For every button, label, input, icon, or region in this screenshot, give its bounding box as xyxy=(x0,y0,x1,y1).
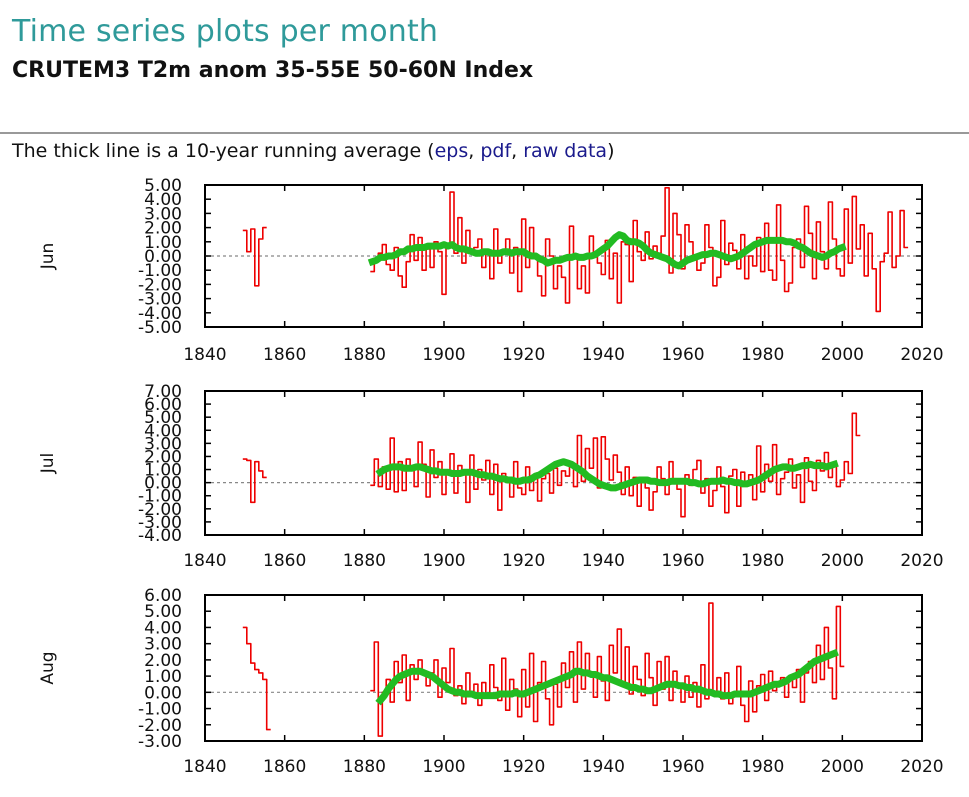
x-tick-label: 2000 xyxy=(821,757,864,777)
x-tick-label: 1960 xyxy=(661,345,704,365)
x-tick-label: 2020 xyxy=(900,551,943,571)
x-tick-label: 1920 xyxy=(502,551,545,571)
y-tick-label: 0.00 xyxy=(144,474,182,494)
y-tick-label: -2.00 xyxy=(138,275,182,295)
y-tick-label: -5.00 xyxy=(138,318,182,338)
series-line-running-average xyxy=(375,648,839,706)
y-tick-label: -4.00 xyxy=(138,304,182,324)
x-tick-label: 1960 xyxy=(661,551,704,571)
x-tick-label: 1980 xyxy=(741,345,784,365)
y-tick-label: 1.00 xyxy=(144,233,182,253)
x-tick-label: 2000 xyxy=(821,551,864,571)
caption-separator: , xyxy=(468,140,481,162)
y-axis-label: Jul xyxy=(38,453,58,475)
series-line-running-average xyxy=(367,231,847,270)
x-tick-label: 1880 xyxy=(343,551,386,571)
y-tick-label: -1.00 xyxy=(138,261,182,281)
y-tick-label: 2.00 xyxy=(144,651,182,671)
y-tick-label: 1.00 xyxy=(144,667,182,687)
y-tick-label: 5.00 xyxy=(144,408,182,428)
y-tick-label: 7.00 xyxy=(144,382,182,402)
series-line-monthly xyxy=(242,626,271,731)
x-tick-label: 1860 xyxy=(263,551,306,571)
caption: The thick line is a 10-year running aver… xyxy=(12,140,615,162)
pdf-link[interactable]: pdf xyxy=(480,140,512,162)
caption-prefix: The thick line is a 10-year running aver… xyxy=(12,140,435,162)
y-tick-label: 3.00 xyxy=(144,204,182,224)
x-tick-label: 2020 xyxy=(900,345,943,365)
series-line-monthly xyxy=(370,602,845,737)
y-tick-label: 3.00 xyxy=(144,434,182,454)
y-tick-label: 4.00 xyxy=(144,190,182,210)
x-tick-label: 1980 xyxy=(741,757,784,777)
x-tick-label: 1960 xyxy=(661,757,704,777)
y-axis-label: Jun xyxy=(38,243,58,271)
y-tick-label: 2.00 xyxy=(144,447,182,467)
x-tick-label: 1940 xyxy=(582,551,625,571)
y-tick-label: 0.00 xyxy=(144,247,182,267)
page-title: Time series plots per month xyxy=(12,14,439,49)
x-tick-label: 1940 xyxy=(582,757,625,777)
plot-frame xyxy=(204,594,923,742)
y-tick-label: 3.00 xyxy=(144,635,182,655)
x-tick-label: 1840 xyxy=(183,757,226,777)
series-line-monthly xyxy=(370,187,909,313)
chart-aug: 1840 1860 1880 1900 1920 1940 1960 1980 2000 2020… xyxy=(38,586,944,777)
y-tick-label: 4.00 xyxy=(144,421,182,441)
y-tick-label: -1.00 xyxy=(138,700,182,720)
chart-jun: 1840 1860 1880 1900 1920 1940 1960 1980 2000 2020… xyxy=(38,176,944,365)
plot-frame xyxy=(204,390,923,536)
x-tick-label: 1860 xyxy=(263,757,306,777)
y-tick-label: 1.00 xyxy=(144,461,182,481)
x-tick-label: 1920 xyxy=(502,757,545,777)
series-line-monthly xyxy=(242,226,267,287)
y-tick-label: 4.00 xyxy=(144,618,182,638)
y-tick-label: -1.00 xyxy=(138,487,182,507)
y-tick-label: 2.00 xyxy=(144,219,182,239)
y-axis-label: Aug xyxy=(38,651,58,684)
x-tick-label: 1900 xyxy=(422,757,465,777)
x-tick-label: 1980 xyxy=(741,551,784,571)
page-subtitle: CRUTEM3 T2m anom 35-55E 50-60N Index xyxy=(12,58,534,83)
x-tick-label: 2020 xyxy=(900,757,943,777)
x-tick-label: 1840 xyxy=(183,551,226,571)
x-tick-label: 2000 xyxy=(821,345,864,365)
y-tick-label: -3.00 xyxy=(138,513,182,533)
divider xyxy=(0,132,969,134)
series-line-monthly xyxy=(242,458,267,504)
x-tick-label: 1900 xyxy=(422,345,465,365)
x-tick-label: 1920 xyxy=(502,345,545,365)
raw-data-link[interactable]: raw data xyxy=(523,140,608,162)
y-tick-label: -3.00 xyxy=(138,290,182,310)
eps-link[interactable]: eps xyxy=(434,140,469,162)
x-tick-label: 1860 xyxy=(263,345,306,365)
x-tick-label: 1880 xyxy=(343,757,386,777)
caption-separator: , xyxy=(511,140,524,162)
y-tick-label: -2.00 xyxy=(138,500,182,520)
y-tick-label: 6.00 xyxy=(144,586,182,606)
y-tick-label: 6.00 xyxy=(144,395,182,415)
y-tick-label: -4.00 xyxy=(138,526,182,546)
y-tick-label: 0.00 xyxy=(144,683,182,703)
y-tick-label: -3.00 xyxy=(138,732,182,752)
x-tick-label: 1880 xyxy=(343,345,386,365)
series-line-monthly xyxy=(370,412,861,518)
y-tick-label: 5.00 xyxy=(144,176,182,196)
chart-jul: 1840 1860 1880 1900 1920 1940 1960 1980 2000 2020… xyxy=(38,382,944,571)
y-tick-label: -2.00 xyxy=(138,716,182,736)
y-tick-label: 5.00 xyxy=(144,602,182,622)
caption-suffix: ) xyxy=(607,140,615,162)
x-tick-label: 1940 xyxy=(582,345,625,365)
x-tick-label: 1840 xyxy=(183,345,226,365)
x-tick-label: 1900 xyxy=(422,551,465,571)
series-line-running-average xyxy=(375,458,839,492)
